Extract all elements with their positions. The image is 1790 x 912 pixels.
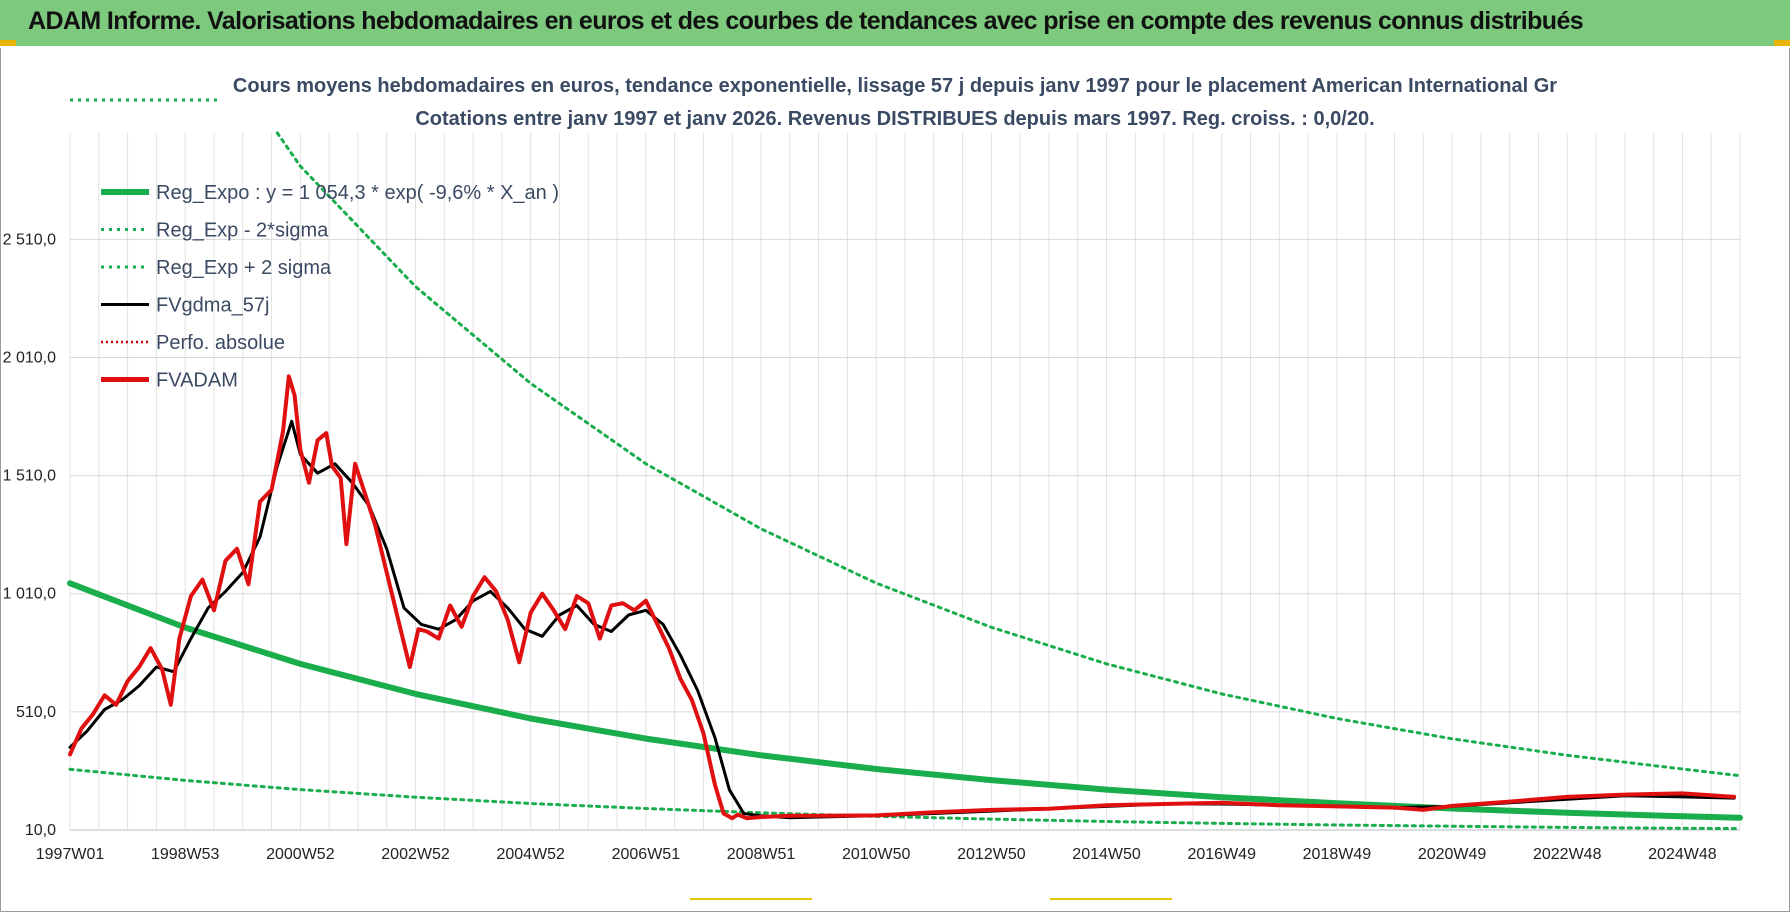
x-tick-label: 2004W52 [496, 846, 565, 863]
x-tick-label: 2024W48 [1648, 846, 1717, 863]
legend-label: FVADAM [156, 370, 238, 392]
series-line-fvgdma-57j [68, 419, 1736, 820]
x-tick-label: 2016W49 [1187, 846, 1256, 863]
x-tick-label: 2014W50 [1072, 846, 1141, 863]
y-tick-label: 10,0 [25, 822, 56, 839]
x-tick-label: 2010W50 [842, 846, 911, 863]
x-tick-label: 1998W53 [151, 846, 220, 863]
x-tick-label: 2012W50 [957, 846, 1026, 863]
legend-label: FVgdma_57j [156, 295, 269, 317]
series-line-reg-expo [67, 580, 1743, 821]
y-tick-label: 510,0 [16, 704, 56, 721]
y-tick-label: 1 010,0 [3, 586, 56, 603]
x-tick-label: 1997W01 [36, 846, 105, 863]
chart-title-line1: Cours moyens hebdomadaires en euros, ten… [233, 75, 1557, 97]
header-bar: ADAM Informe. Valorisations hebdomadaire… [0, 0, 1790, 48]
chart-grid [69, 133, 1741, 831]
legend-label: Reg_Exp + 2 sigma [156, 257, 332, 279]
x-tick-label: 2018W49 [1303, 846, 1372, 863]
x-tick-label: 2006W51 [612, 846, 681, 863]
corner-marker [0, 40, 16, 46]
chart-legend: Reg_Expo : y = 1 054,3 * exp( -9,6% * X_… [101, 182, 559, 392]
series-line-reg-exp [275, 131, 1742, 778]
series-layer [67, 131, 1743, 831]
x-tick-label: 2000W52 [266, 846, 335, 863]
corner-marker [1774, 40, 1790, 46]
series-line-reg-exp [68, 767, 1742, 831]
legend-label: Perfo. absolue [156, 332, 285, 354]
legend-label: Reg_Expo : y = 1 054,3 * exp( -9,6% * X_… [156, 182, 559, 204]
x-tick-label: 2022W48 [1533, 846, 1602, 863]
y-tick-label: 2 510,0 [3, 231, 56, 248]
legend-label: Reg_Exp - 2*sigma [156, 220, 329, 242]
series-line-fvadam [68, 374, 1737, 821]
page-title: ADAM Informe. Valorisations hebdomadaire… [28, 7, 1584, 35]
y-tick-label: 2 010,0 [3, 349, 56, 366]
y-tick-label: 1 510,0 [3, 468, 56, 485]
x-tick-label: 2020W49 [1418, 846, 1487, 863]
chart-title-line2: Cotations entre janv 1997 et janv 2026. … [415, 108, 1374, 130]
x-tick-label: 2002W52 [381, 846, 450, 863]
x-axis-ticks: 1997W01 1998W53 2000W52 2002W52 2004W52 2006W… [36, 846, 1717, 863]
x-tick-label: 2008W51 [727, 846, 796, 863]
y-axis-ticks: 10,0 510,0 1 010,0 1 510,0 2 010,0 2 510,0 [3, 231, 56, 839]
